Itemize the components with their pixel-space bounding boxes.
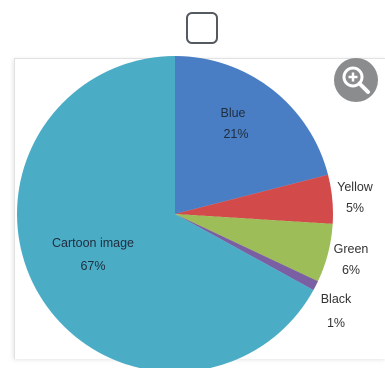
zoom-in-icon	[342, 66, 370, 94]
pie-slice-black	[175, 214, 318, 291]
pie-slice-yellow	[175, 174, 334, 224]
slice-label-black-name: Black	[321, 292, 352, 306]
pie-slice-green	[175, 214, 333, 282]
zoom-in-button[interactable]	[334, 58, 378, 102]
slice-label-cartoon-name: Cartoon image	[52, 236, 134, 250]
slice-label-cartoon-value: 67%	[80, 259, 105, 273]
slice-label-green-name: Green	[334, 242, 369, 256]
pie-slice-blue	[175, 56, 329, 214]
slice-label-blue-value: 21%	[223, 127, 248, 141]
checkbox[interactable]	[186, 12, 218, 44]
slice-label-black-value: 1%	[327, 316, 345, 330]
pie-labels: Blue 21% Yellow 5% Green 6% Black 1% Car…	[52, 106, 374, 330]
slice-label-green-value: 6%	[342, 263, 360, 277]
pie-slice-cartoon-image	[17, 56, 314, 368]
pie-slices	[17, 56, 334, 368]
slice-label-yellow-value: 5%	[346, 201, 364, 215]
slice-label-blue-name: Blue	[220, 106, 245, 120]
slice-label-yellow-name: Yellow	[337, 180, 374, 194]
